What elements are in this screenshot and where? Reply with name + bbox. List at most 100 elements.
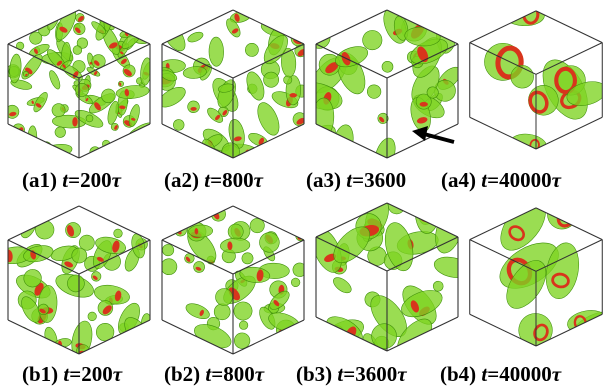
caption-b1-var: t bbox=[63, 362, 70, 386]
domain-blob bbox=[432, 280, 444, 292]
domain-blob bbox=[73, 22, 86, 35]
core-ring bbox=[296, 117, 304, 125]
domain-blob bbox=[72, 45, 83, 55]
panel-a4-cube bbox=[469, 10, 603, 150]
core-ring bbox=[102, 305, 112, 315]
domain-blob bbox=[316, 328, 327, 342]
domain-blob bbox=[109, 145, 120, 155]
caption-a4: (a4) t=40000τ bbox=[441, 168, 561, 192]
core-ring bbox=[114, 290, 122, 302]
core-ring bbox=[75, 27, 81, 34]
caption-a4-eq: = bbox=[487, 168, 500, 192]
domain-blob bbox=[566, 81, 603, 106]
core-ring bbox=[43, 145, 51, 152]
domain-blob bbox=[162, 69, 178, 82]
caption-b4: (b4) t=40000τ bbox=[440, 362, 561, 386]
core-ring bbox=[34, 48, 38, 55]
domain-blob bbox=[110, 123, 119, 131]
core-ring bbox=[256, 269, 264, 282]
core-ring bbox=[222, 110, 228, 116]
cube-frame bbox=[161, 9, 305, 159]
caption-b2-value: 800 bbox=[223, 362, 255, 386]
domain-blob bbox=[132, 18, 141, 27]
core-ring bbox=[338, 214, 344, 222]
caption-a4-value: 40000 bbox=[499, 168, 552, 192]
domain-blob bbox=[208, 36, 224, 67]
domain-blob bbox=[238, 320, 249, 330]
caption-b3-unit: τ bbox=[397, 362, 407, 386]
domain-blob bbox=[401, 290, 443, 318]
core-ring bbox=[112, 240, 120, 253]
caption-b4-var: t bbox=[481, 362, 488, 386]
domain-blob bbox=[93, 284, 130, 305]
domain-blob bbox=[263, 71, 279, 88]
domain-cluster bbox=[499, 207, 603, 346]
domain-blob bbox=[286, 329, 302, 345]
caption-a2-unit: τ bbox=[253, 168, 263, 192]
core-ring bbox=[114, 125, 118, 130]
domain-blob bbox=[20, 206, 36, 218]
domain-blob bbox=[215, 288, 233, 306]
core-ring bbox=[66, 225, 75, 237]
caption-a3-eq: = bbox=[352, 168, 365, 192]
domain-blob bbox=[47, 49, 66, 71]
domain-blob bbox=[91, 21, 107, 35]
caption-b3-label: (b3) bbox=[296, 362, 333, 386]
domain-blob bbox=[49, 70, 61, 90]
core-ring bbox=[579, 324, 596, 343]
domain-blob bbox=[49, 345, 61, 354]
core-ring bbox=[64, 261, 74, 268]
core-ring bbox=[418, 344, 427, 351]
domain-blob bbox=[213, 303, 231, 321]
domain-blob bbox=[233, 332, 251, 349]
core-ring bbox=[273, 300, 280, 307]
domain-blob bbox=[115, 85, 150, 99]
caption-a2-value: 800 bbox=[222, 168, 254, 192]
core-ring bbox=[109, 42, 118, 49]
caption-a1-var: t bbox=[62, 168, 69, 192]
domain-blob bbox=[21, 296, 41, 323]
domain-blob bbox=[124, 147, 140, 155]
domain-blob bbox=[21, 54, 43, 80]
cube-frame bbox=[161, 205, 305, 355]
core-ring bbox=[410, 300, 419, 313]
domain-blob bbox=[54, 126, 66, 138]
caption-b2: (b2) t=800τ bbox=[164, 362, 264, 386]
core-ring bbox=[417, 46, 429, 63]
caption-a1-value: 200 bbox=[80, 168, 112, 192]
domain-blob bbox=[95, 323, 115, 342]
domain-blob bbox=[435, 207, 458, 254]
caption-b4-unit: τ bbox=[551, 362, 562, 386]
core-ring bbox=[195, 266, 202, 271]
domain-cluster bbox=[162, 206, 304, 354]
core-ring bbox=[554, 66, 577, 95]
domain-blob bbox=[8, 324, 28, 354]
caption-a1-unit: τ bbox=[111, 168, 121, 192]
domain-blob bbox=[140, 131, 150, 149]
domain-blob bbox=[97, 300, 114, 316]
caption-a2-eq: = bbox=[210, 168, 223, 192]
domain-blob bbox=[182, 147, 194, 158]
domain-blob bbox=[257, 206, 276, 215]
domain-blob bbox=[426, 86, 439, 99]
domain-blob bbox=[226, 18, 241, 38]
domain-cluster bbox=[162, 10, 304, 158]
domain-blob bbox=[187, 31, 204, 43]
domain-blob bbox=[130, 10, 145, 25]
domain-blob bbox=[128, 104, 140, 127]
core-ring bbox=[34, 14, 41, 20]
core-ring bbox=[421, 210, 433, 217]
domain-blob bbox=[545, 242, 580, 299]
cube-frame bbox=[315, 202, 459, 352]
domain-blob bbox=[182, 66, 207, 79]
caption-a3-label: (a3) bbox=[306, 168, 341, 192]
caption-b1-label: (b1) bbox=[22, 362, 59, 386]
domain-blob bbox=[509, 133, 547, 150]
core-ring bbox=[186, 10, 194, 20]
caption-b4-eq: = bbox=[487, 362, 500, 386]
core-ring bbox=[533, 323, 549, 342]
domain-blob bbox=[67, 274, 85, 293]
domain-blob bbox=[107, 100, 119, 125]
caption-b3-var: t bbox=[337, 362, 344, 386]
domain-blob bbox=[117, 80, 125, 87]
